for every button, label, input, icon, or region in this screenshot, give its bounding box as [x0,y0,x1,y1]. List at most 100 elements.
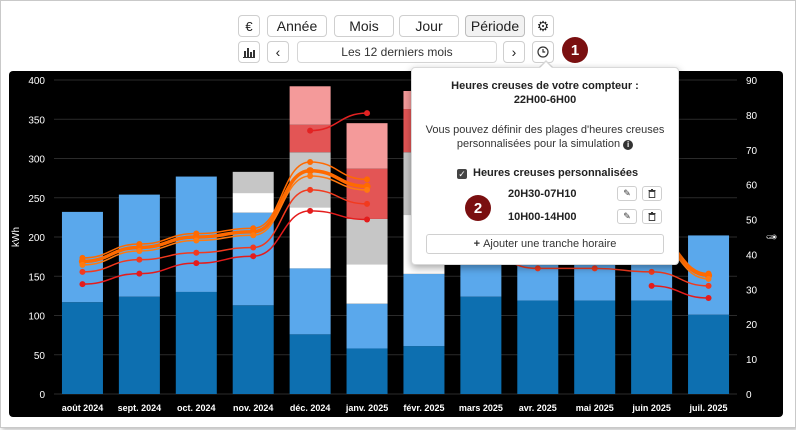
chart-svg: 0 50 100 150 200 250 300 350 400 0 10 20 30 40 50 60 70 8… [11,76,778,413]
y-axis-label: kWh [11,227,22,247]
y-tick-label: 100 [28,312,45,323]
series-point [307,158,314,165]
popup-meter-hours: 22H00-6H00 [513,94,577,106]
x-tick-label: juil. 2025 [689,403,728,413]
y-tick-label: 200 [28,233,45,244]
gear-icon: ⚙ [536,17,550,34]
bar-segment [346,264,388,304]
y2-tick-label: 90 [746,76,758,87]
trash-icon [648,212,656,221]
series-point [705,275,712,282]
bar-segment [460,296,502,394]
period-label[interactable]: Les 12 derniers mois [297,41,497,63]
bar-segment [232,171,274,194]
bar-segment [517,300,559,394]
y-tick-label: 300 [28,155,45,166]
series-point [705,295,712,302]
series-line [82,161,368,259]
series-line [82,168,368,264]
step-badge-2: 2 [465,195,491,221]
y2-tick-label: 10 [746,355,758,366]
bar-segment [289,268,331,335]
edit-range-button[interactable]: ✎ [617,209,637,224]
bar-segment [346,123,388,169]
next-period-button[interactable]: › [503,41,525,63]
x-tick-label: janv. 2025 [345,403,388,413]
chart-type-button[interactable] [238,41,260,63]
series-point [250,244,257,251]
clock-icon [537,46,549,58]
bar-segment [118,296,160,394]
series-point [250,253,257,260]
x-tick-label: nov. 2024 [233,403,273,413]
currency-toggle-button[interactable]: € [238,15,260,37]
series-point [364,186,371,193]
bar-segment [346,218,388,265]
series-point [193,237,200,244]
series-point [79,281,86,288]
delete-range-button[interactable] [642,209,662,224]
prev-period-button[interactable]: ‹ [267,41,289,63]
bar-segment [346,168,388,219]
bar-segment [574,300,616,394]
edit-range-button[interactable]: ✎ [617,186,637,201]
bar-segment [289,86,331,125]
add-time-range-button[interactable]: + Ajouter une tranche horaire [426,234,664,254]
series-point [307,186,314,193]
delete-range-button[interactable] [642,186,662,201]
tab-mois[interactable]: Mois [334,15,394,37]
series-line [82,175,368,266]
step-badge-1: 1 [562,37,588,63]
info-icon[interactable]: i [623,140,634,150]
tab-periode[interactable]: Période [465,15,525,37]
bar-segment [175,291,217,394]
series-point [534,265,541,272]
series-point [250,232,257,239]
series-point [364,176,371,183]
pencil-icon: ✎ [623,188,631,198]
x-tick-label: févr. 2025 [403,403,444,413]
y2-axis-label: 🌡 [766,231,778,244]
y2-tick-label: 50 [746,216,758,227]
series-point [648,282,655,289]
settings-button[interactable]: ⚙ [532,15,554,37]
series-point [705,282,712,289]
bar-segment [631,300,673,394]
series-line [651,285,709,299]
series-point [79,268,86,275]
popup-description-text: personnalisées pour la simulation [456,138,621,150]
y-tick-label: 50 [34,351,46,362]
popup-arrow-fill [539,62,553,69]
y2-tick-label: 60 [746,181,758,192]
popup-description-line2: personnalisées pour la simulation i [412,138,678,150]
series-point [136,247,143,254]
x-tick-label: mai 2025 [576,403,614,413]
series-point [136,270,143,277]
popup-description-line1: Vous pouvez définir des plages d'heures … [425,124,665,136]
consumption-chart: 0 50 100 150 200 250 300 350 400 0 10 20 30 40 50 60 70 8… [9,71,783,417]
bar-segment [403,346,445,394]
y2-tick-label: 20 [746,320,758,331]
pencil-icon: ✎ [623,211,631,221]
y-tick-label: 0 [39,390,45,401]
custom-hours-checkbox[interactable]: ✓ [457,169,467,179]
y-tick-label: 250 [28,194,45,205]
bar-segment [232,305,274,394]
series-point [136,256,143,263]
x-tick-label: oct. 2024 [177,403,216,413]
tab-annee[interactable]: Année [267,15,327,37]
tab-jour[interactable]: Jour [399,15,459,37]
series-point [591,265,598,272]
plus-icon: + [473,238,481,250]
x-tick-label: déc. 2024 [290,403,331,413]
y2-tick-label: 0 [746,390,752,401]
series-point [364,110,371,117]
series-point [307,127,314,134]
x-tick-label: mars 2025 [459,403,503,413]
off-peak-popover: Heures creuses de votre compteur : 22H00… [411,67,679,265]
custom-hours-label: Heures creuses personnalisées [473,167,639,179]
bar-segment [403,273,445,347]
series-line [82,189,368,273]
bar-chart-icon [243,48,255,58]
